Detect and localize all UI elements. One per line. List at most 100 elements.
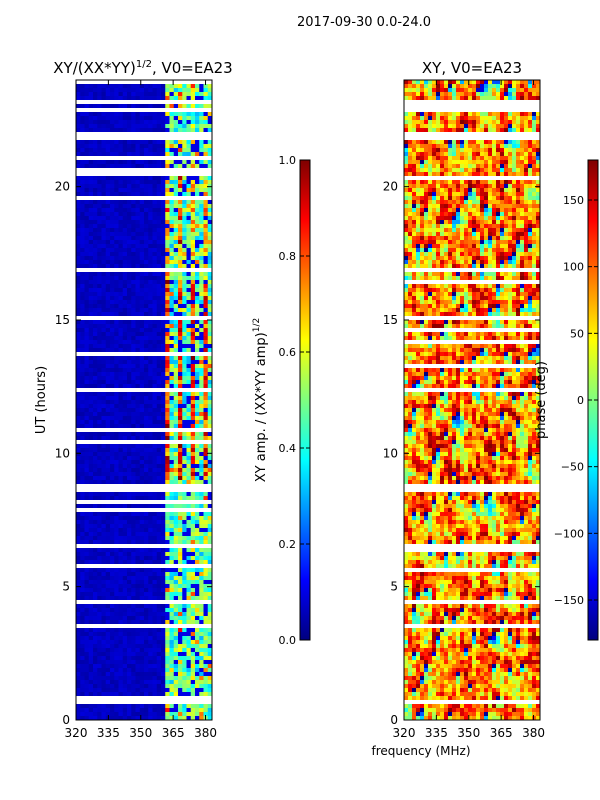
amplitude-cell	[182, 516, 187, 521]
amplitude-cell	[88, 408, 94, 413]
amplitude-cell	[88, 516, 94, 521]
phase-cell	[484, 116, 489, 121]
amplitude-cell	[156, 672, 162, 677]
amplitude-cell	[207, 360, 213, 365]
amplitude-cell	[139, 392, 145, 397]
amplitude-cell	[182, 552, 187, 557]
amplitude-cell	[199, 560, 204, 565]
amplitude-cell	[195, 708, 200, 713]
amplitude-cell	[156, 88, 162, 93]
amplitude-cell	[178, 212, 183, 217]
amplitude-cell	[122, 588, 128, 593]
amplitude-cell	[97, 272, 102, 277]
amplitude-cell	[207, 716, 213, 721]
phase-cell	[496, 140, 501, 145]
amplitude-cell	[80, 364, 85, 369]
amplitude-cell	[122, 344, 128, 349]
amplitude-cell	[199, 580, 204, 585]
phase-heatmap	[404, 80, 541, 721]
amplitude-cell	[118, 256, 124, 261]
amplitude-cell	[114, 384, 119, 389]
phase-cell	[440, 152, 445, 157]
amplitude-cell	[135, 492, 141, 497]
amplitude-cell	[127, 424, 132, 429]
amplitude-cell	[156, 660, 162, 665]
amplitude-cell	[88, 400, 94, 405]
amplitude-cell	[182, 704, 187, 709]
amplitude-cell	[105, 468, 111, 473]
amplitude-cell	[135, 176, 141, 181]
phase-cell	[408, 160, 413, 165]
amplitude-cell	[93, 516, 98, 521]
amplitude-cell	[144, 656, 149, 661]
phase-cell	[520, 96, 525, 101]
amplitude-cell	[114, 540, 119, 545]
amplitude-cell	[203, 148, 209, 153]
amplitude-cell	[144, 160, 149, 165]
amplitude-cell	[76, 328, 81, 333]
amplitude-cell	[182, 492, 187, 497]
amplitude-cell	[118, 392, 124, 397]
amplitude-cell	[173, 180, 179, 185]
amplitude-cell	[80, 576, 85, 581]
amplitude-cell	[161, 716, 166, 721]
phase-cell	[440, 92, 445, 97]
amplitude-cell	[190, 208, 196, 213]
amplitude-cell	[122, 320, 128, 325]
amplitude-cell	[114, 588, 119, 593]
amplitude-cell	[110, 580, 115, 585]
amplitude-cell	[199, 476, 204, 481]
amplitude-cell	[156, 676, 162, 681]
amplitude-cell	[152, 532, 158, 537]
amplitude-cell	[195, 640, 200, 645]
amplitude-cell	[144, 212, 149, 217]
amplitude-cell	[207, 368, 213, 373]
amplitude-cell	[110, 152, 115, 157]
phase-cell	[492, 92, 497, 97]
amplitude-cell	[131, 436, 136, 441]
amplitude-cell	[169, 684, 175, 689]
amplitude-cell	[178, 628, 183, 633]
amplitude-cell	[190, 448, 196, 453]
amplitude-cell	[186, 92, 192, 97]
amplitude-gap-row	[76, 352, 212, 356]
amplitude-cell	[118, 220, 124, 225]
amplitude-cell	[203, 668, 209, 673]
amplitude-cell	[127, 576, 132, 581]
amplitude-cell	[190, 560, 196, 565]
amplitude-cell	[101, 504, 107, 509]
amplitude-cell	[161, 400, 166, 405]
phase-cell	[484, 160, 489, 165]
phase-cell	[484, 144, 489, 149]
amplitude-cell	[178, 528, 183, 533]
amplitude-cell	[110, 672, 115, 677]
amplitude-cell	[203, 516, 209, 521]
amplitude-cell	[199, 548, 204, 553]
amplitude-cell	[182, 632, 187, 637]
amplitude-cell	[93, 272, 98, 277]
amplitude-cell	[152, 616, 158, 621]
amplitude-cell	[199, 452, 204, 457]
phase-cell	[536, 124, 541, 129]
amplitude-cell	[131, 576, 136, 581]
amplitude-cell	[131, 256, 136, 261]
amplitude-cell	[139, 408, 145, 413]
amplitude-cell	[135, 336, 141, 341]
amplitude-cell	[152, 608, 158, 613]
amplitude-cell	[207, 376, 213, 381]
phase-cell	[492, 164, 497, 169]
amplitude-cell	[131, 588, 136, 593]
amplitude-cell	[178, 704, 183, 709]
amplitude-cell	[101, 324, 107, 329]
amplitude-cell	[156, 636, 162, 641]
amplitude-cell	[195, 596, 200, 601]
amplitude-cell	[182, 120, 187, 125]
amplitude-cell	[122, 560, 128, 565]
amplitude-cell	[182, 92, 187, 97]
amplitude-cell	[127, 712, 132, 717]
amplitude-cell	[165, 220, 170, 225]
amplitude-cell	[139, 636, 145, 641]
amplitude-cell	[156, 408, 162, 413]
amplitude-cell	[80, 304, 85, 309]
amplitude-cell	[105, 224, 111, 229]
